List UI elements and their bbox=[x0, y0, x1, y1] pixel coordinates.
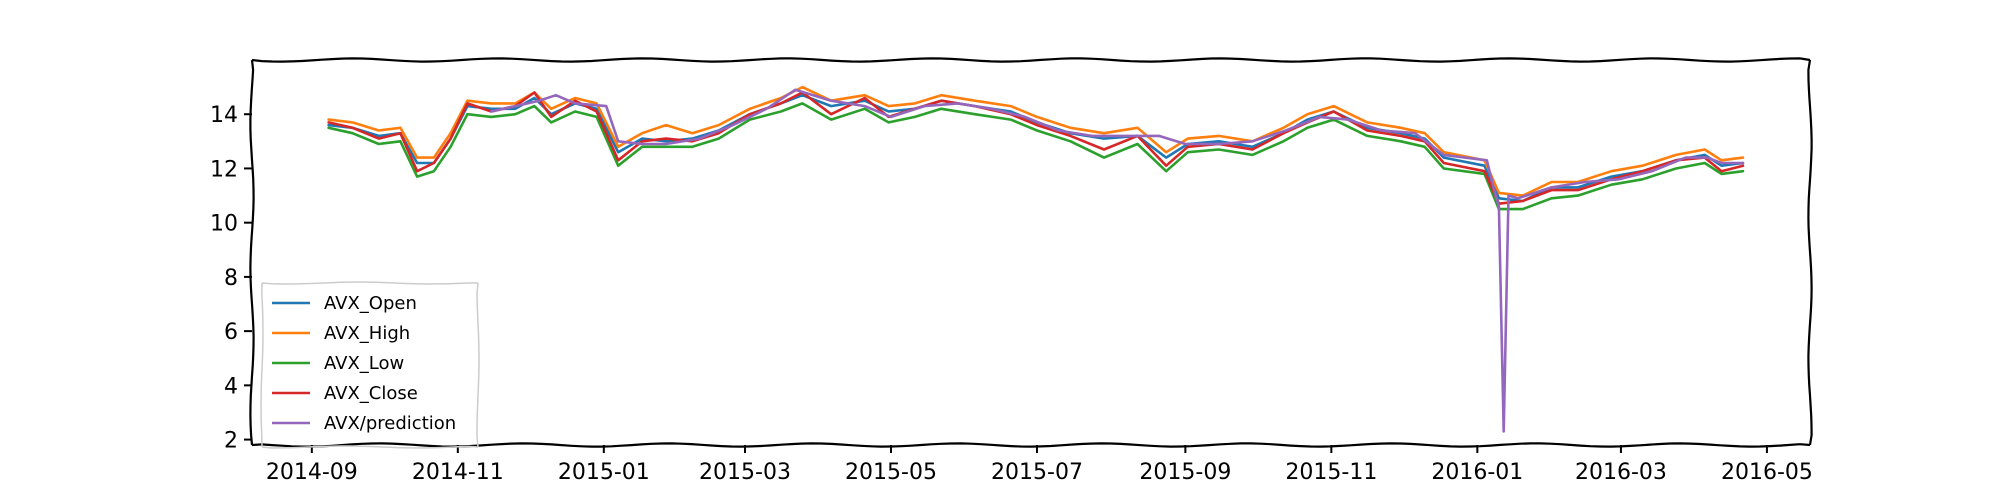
y-tick-label: 6 bbox=[224, 320, 238, 345]
x-tick-label: 2016-03 bbox=[1575, 460, 1667, 485]
x-tick-label: 2015-01 bbox=[558, 460, 650, 485]
legend-box bbox=[260, 281, 480, 449]
legend-label-avx-low: AVX_Low bbox=[324, 353, 404, 374]
series-line-avx-close bbox=[327, 91, 1745, 205]
x-tick-label: 2016-05 bbox=[1721, 460, 1813, 485]
x-tick-label: 2015-05 bbox=[845, 460, 937, 485]
legend-label-avx-close: AVX_Close bbox=[324, 383, 418, 404]
x-tick-label: 2015-07 bbox=[991, 460, 1083, 485]
x-tick-label: 2016-01 bbox=[1431, 460, 1523, 485]
legend-label-avx-open: AVX_Open bbox=[324, 293, 417, 314]
y-tick-label: 14 bbox=[210, 103, 238, 128]
series-line-avx-prediction bbox=[490, 88, 1745, 433]
y-axis: 2 4 6 8 10 12 14 bbox=[210, 103, 252, 454]
x-tick-label: 2015-11 bbox=[1285, 460, 1377, 485]
x-tick-label: 2015-09 bbox=[1139, 460, 1231, 485]
series-layer bbox=[327, 85, 1745, 433]
axes-frame bbox=[249, 57, 1813, 448]
y-tick-label: 10 bbox=[210, 212, 238, 237]
y-tick-label: 12 bbox=[210, 157, 238, 182]
x-tick-label: 2015-03 bbox=[699, 460, 791, 485]
legend: AVX_Open AVX_High AVX_Low AVX_Close AVX/pred… bbox=[260, 281, 480, 449]
series-line-avx-high bbox=[327, 85, 1745, 197]
y-tick-label: 4 bbox=[224, 374, 238, 399]
x-axis: 2014-09 2014-11 2015-01 2015-03 2015-05 2015-… bbox=[266, 445, 1813, 485]
y-tick-label: 2 bbox=[224, 429, 238, 454]
legend-label-avx-prediction: AVX/prediction bbox=[324, 413, 456, 434]
x-tick-label: 2014-11 bbox=[412, 460, 504, 485]
y-tick-label: 8 bbox=[224, 266, 238, 291]
legend-label-avx-high: AVX_High bbox=[324, 323, 410, 344]
x-tick-label: 2014-09 bbox=[266, 460, 358, 485]
